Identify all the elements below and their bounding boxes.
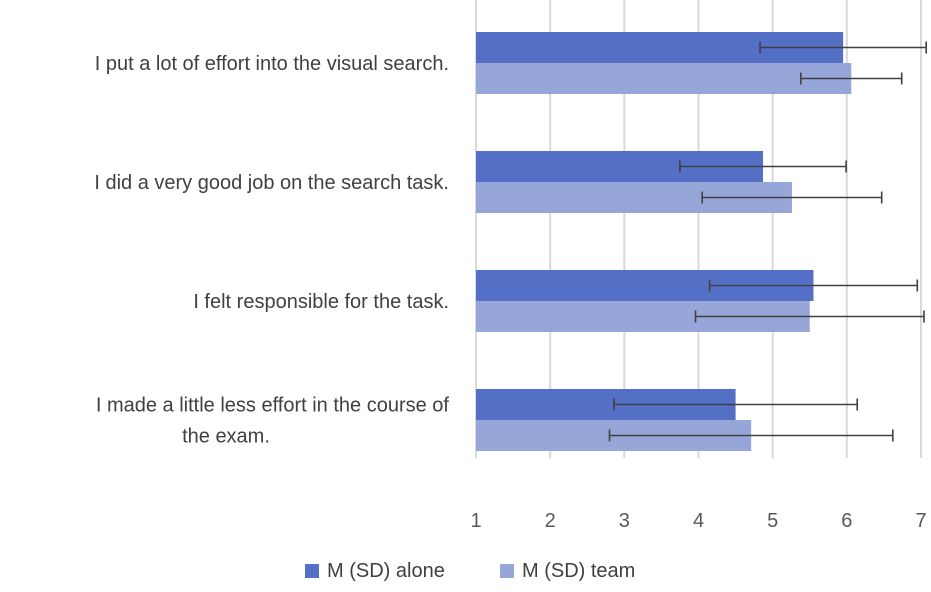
error-bar xyxy=(800,72,903,85)
category-label: I felt responsible for the task. xyxy=(193,291,449,313)
error-bar xyxy=(608,429,894,442)
legend-item: M (SD) alone xyxy=(305,560,445,582)
category-label: I put a lot of effort into the visual se… xyxy=(95,53,449,75)
x-tick-label: 7 xyxy=(915,510,926,532)
x-tick-label: 5 xyxy=(767,510,778,532)
category-labels: I put a lot of effort into the visual se… xyxy=(94,53,449,448)
error-bar xyxy=(613,398,859,411)
legend: M (SD) alone M (SD) team xyxy=(305,560,635,582)
error-bar xyxy=(759,41,927,54)
bar-team xyxy=(476,63,852,94)
x-tick-label: 1 xyxy=(470,510,481,532)
error-bars xyxy=(608,41,927,442)
category-label: the exam. xyxy=(182,426,270,448)
bars xyxy=(476,32,852,451)
legend-swatch xyxy=(305,564,319,578)
x-tick-label: 4 xyxy=(693,510,704,532)
x-tick-label: 2 xyxy=(545,510,556,532)
error-bar xyxy=(701,191,883,204)
category-label: I made a little less effort in the cours… xyxy=(96,395,450,417)
x-tick-label: 6 xyxy=(841,510,852,532)
error-bar xyxy=(694,310,925,323)
x-axis-tick-labels: 1 2 3 4 5 6 7 xyxy=(470,510,926,532)
legend-label: M (SD) alone xyxy=(327,560,445,582)
legend-swatch xyxy=(500,564,514,578)
legend-item: M (SD) team xyxy=(500,560,635,582)
x-tick-label: 3 xyxy=(619,510,630,532)
error-bar xyxy=(679,160,847,173)
category-label: I did a very good job on the search task… xyxy=(94,172,449,194)
error-bar xyxy=(708,279,919,292)
legend-label: M (SD) team xyxy=(522,560,635,582)
